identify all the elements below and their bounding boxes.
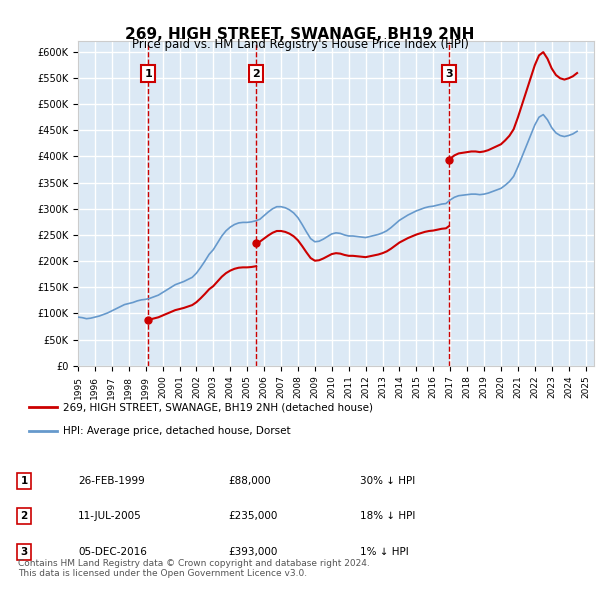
Text: £88,000: £88,000	[228, 476, 271, 486]
Text: 1% ↓ HPI: 1% ↓ HPI	[360, 547, 409, 556]
Text: 1: 1	[20, 476, 28, 486]
Text: 18% ↓ HPI: 18% ↓ HPI	[360, 512, 415, 521]
Text: HPI: Average price, detached house, Dorset: HPI: Average price, detached house, Dors…	[63, 425, 291, 435]
Text: 3: 3	[20, 547, 28, 556]
Text: 3: 3	[445, 69, 452, 78]
Text: 26-FEB-1999: 26-FEB-1999	[78, 476, 145, 486]
Text: 05-DEC-2016: 05-DEC-2016	[78, 547, 147, 556]
Text: £393,000: £393,000	[228, 547, 277, 556]
Text: 30% ↓ HPI: 30% ↓ HPI	[360, 476, 415, 486]
Text: Price paid vs. HM Land Registry's House Price Index (HPI): Price paid vs. HM Land Registry's House …	[131, 38, 469, 51]
Text: 11-JUL-2005: 11-JUL-2005	[78, 512, 142, 521]
Text: 2: 2	[252, 69, 260, 78]
Text: 1: 1	[145, 69, 152, 78]
Text: 2: 2	[20, 512, 28, 521]
Text: 269, HIGH STREET, SWANAGE, BH19 2NH (detached house): 269, HIGH STREET, SWANAGE, BH19 2NH (det…	[63, 402, 373, 412]
Text: 269, HIGH STREET, SWANAGE, BH19 2NH: 269, HIGH STREET, SWANAGE, BH19 2NH	[125, 27, 475, 41]
Text: £235,000: £235,000	[228, 512, 277, 521]
Text: Contains HM Land Registry data © Crown copyright and database right 2024.
This d: Contains HM Land Registry data © Crown c…	[18, 559, 370, 578]
